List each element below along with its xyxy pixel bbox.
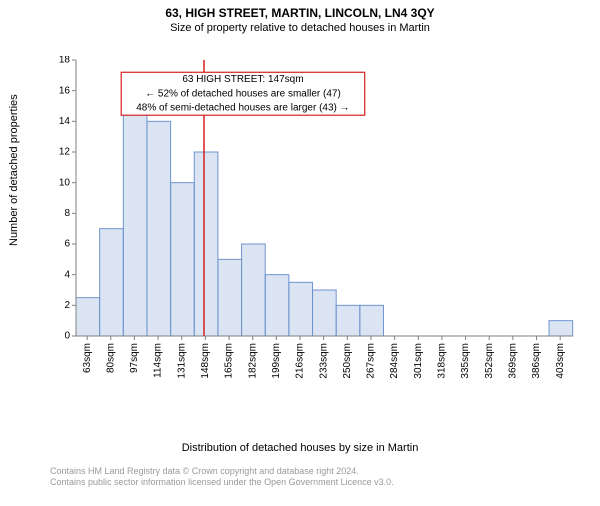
histogram-bar [549,321,573,336]
svg-text:80sqm: 80sqm [105,343,116,373]
svg-text:4: 4 [64,269,70,280]
svg-text:165sqm: 165sqm [224,343,235,379]
svg-text:97sqm: 97sqm [129,343,140,373]
svg-text:18: 18 [59,56,71,66]
histogram-bar [76,298,100,336]
x-axis: 63sqm 80sqm 97sqm 114sqm 131sqm 148sqm 165sqm 1… [76,336,572,379]
y-axis-label: Number of detached properties [8,94,20,246]
svg-text:63sqm: 63sqm [82,343,93,373]
svg-text:10: 10 [59,177,71,188]
svg-text:335sqm: 335sqm [460,343,471,379]
footer-line1: Contains HM Land Registry data © Crown c… [50,466,394,477]
svg-text:114sqm: 114sqm [153,343,164,378]
svg-text:12: 12 [59,147,71,158]
histogram-bar [313,290,337,336]
svg-text:0: 0 [64,331,70,342]
svg-text:131sqm: 131sqm [176,343,187,379]
svg-text:6: 6 [64,239,70,250]
x-axis-label: Distribution of detached houses by size … [0,442,600,454]
svg-text:16: 16 [59,85,71,96]
svg-text:386sqm: 386sqm [531,343,542,379]
y-axis: 0 2 4 6 8 10 12 14 16 18 [59,56,76,342]
svg-text:318sqm: 318sqm [437,343,448,379]
svg-text:284sqm: 284sqm [389,343,400,379]
bars-group [76,98,573,336]
svg-text:← 52% of detached houses are s: ← 52% of detached houses are smaller (47… [145,88,341,99]
histogram-bar [147,121,171,336]
histogram-bar [171,183,195,336]
histogram-bar [100,229,124,336]
annotation-box: 63 HIGH STREET: 147sqm ← 52% of detached… [121,72,364,115]
histogram-bar [218,259,242,336]
svg-text:267sqm: 267sqm [366,343,377,379]
footer-attribution: Contains HM Land Registry data © Crown c… [50,466,394,488]
svg-text:14: 14 [59,116,71,127]
svg-text:250sqm: 250sqm [342,343,353,379]
svg-text:48% of semi-detached houses ar: 48% of semi-detached houses are larger (… [136,103,349,114]
histogram-bar [265,275,289,336]
svg-text:182sqm: 182sqm [247,343,258,379]
svg-text:199sqm: 199sqm [271,343,282,379]
svg-text:63 HIGH STREET: 147sqm: 63 HIGH STREET: 147sqm [182,74,303,85]
footer-line2: Contains public sector information licen… [50,477,394,488]
histogram-bar [194,152,218,336]
svg-text:216sqm: 216sqm [295,343,306,379]
svg-text:352sqm: 352sqm [484,343,495,379]
histogram-bar [336,305,360,336]
svg-text:301sqm: 301sqm [413,343,424,379]
histogram-chart: 0 2 4 6 8 10 12 14 16 18 63sqm 80sqm 97sqm 114sqm 131… [50,56,580,386]
svg-text:148sqm: 148sqm [200,343,211,379]
svg-text:8: 8 [64,208,70,219]
page-title: 63, HIGH STREET, MARTIN, LINCOLN, LN4 3Q… [0,6,600,20]
histogram-bar [289,282,313,336]
svg-text:369sqm: 369sqm [508,343,519,379]
histogram-bar [360,305,384,336]
svg-text:233sqm: 233sqm [318,343,329,379]
page-subtitle: Size of property relative to detached ho… [0,22,600,34]
svg-text:403sqm: 403sqm [555,343,566,379]
svg-text:2: 2 [64,300,70,311]
histogram-bar [242,244,266,336]
histogram-bar [123,98,147,336]
